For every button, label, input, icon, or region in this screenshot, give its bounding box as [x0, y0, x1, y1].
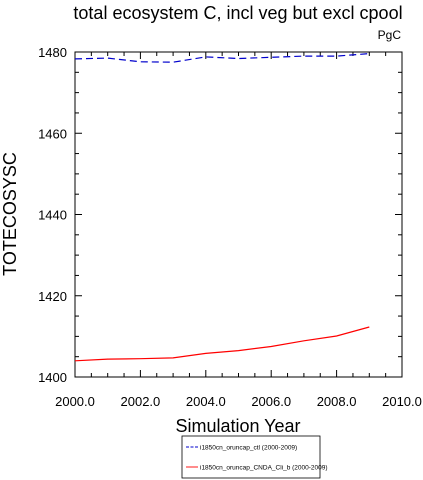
chart-title: total ecosystem C, incl veg but excl cpo…: [73, 3, 402, 23]
y-tick-label: 1480: [38, 45, 67, 60]
legend-box: [181, 435, 321, 479]
y-axis-label: TOTECOSYSC: [0, 152, 20, 276]
plot-frame: [74, 51, 403, 378]
x-tick-label: 2010.0: [382, 394, 422, 409]
series-line-1: [74, 53, 370, 63]
y-tick-label: 1420: [38, 289, 67, 304]
units-label: PgC: [378, 28, 402, 42]
x-tick-label: 2004.0: [186, 394, 226, 409]
series-line-2: [74, 326, 370, 362]
series-group: [74, 53, 370, 362]
legend: i1850cn_oruncap_ctl (2000-2009) i1850cn_o…: [181, 435, 328, 479]
axis-ticks: 2000.0 2002.0 2004.0 2006.0 2008.0 2010.0 1400…: [38, 45, 422, 409]
y-tick-label: 1440: [38, 208, 67, 223]
y-tick-label: 1460: [38, 126, 67, 141]
x-tick-label: 2008.0: [317, 394, 357, 409]
x-tick-label: 2000.0: [55, 394, 95, 409]
x-tick-label: 2006.0: [251, 394, 291, 409]
legend-label-1: i1850cn_oruncap_ctl (2000-2009): [200, 445, 297, 452]
y-tick-label: 1400: [38, 370, 67, 385]
x-tick-label: 2002.0: [121, 394, 161, 409]
legend-label-2: i1850cn_oruncap_CNDA_Cli_b (2000-2009): [200, 465, 328, 472]
x-axis-label: Simulation Year: [175, 416, 300, 436]
